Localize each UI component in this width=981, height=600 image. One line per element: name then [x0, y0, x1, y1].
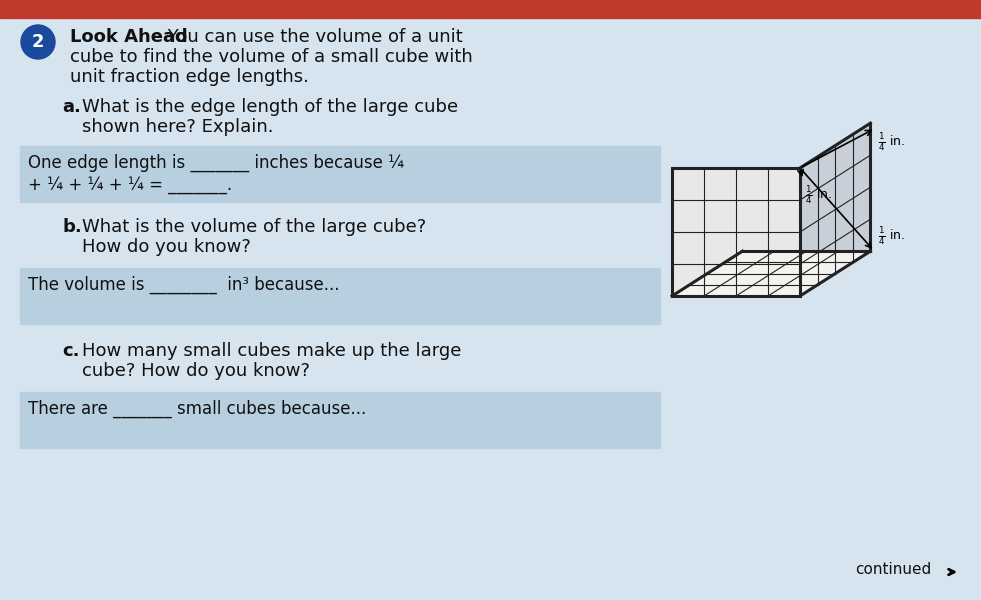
Text: b.: b. [62, 218, 81, 236]
Text: How many small cubes make up the large: How many small cubes make up the large [82, 342, 461, 360]
Text: How do you know?: How do you know? [82, 238, 251, 256]
Text: $\frac{1}{4}$ in.: $\frac{1}{4}$ in. [878, 131, 905, 153]
Text: unit fraction edge lengths.: unit fraction edge lengths. [70, 68, 309, 86]
Text: a.: a. [62, 98, 80, 116]
Text: The volume is ________  in³ because...: The volume is ________ in³ because... [28, 276, 339, 294]
Bar [20, 146, 660, 202]
Bar [20, 268, 660, 324]
Text: There are _______ small cubes because...: There are _______ small cubes because... [28, 400, 366, 418]
Text: One edge length is _______ inches because ¼: One edge length is _______ inches becaus… [28, 154, 404, 172]
Bar [20, 392, 660, 448]
Polygon shape [672, 251, 870, 296]
Text: c.: c. [62, 342, 79, 360]
Text: You can use the volume of a unit: You can use the volume of a unit [162, 28, 463, 46]
Text: What is the edge length of the large cube: What is the edge length of the large cub… [82, 98, 458, 116]
Text: cube? How do you know?: cube? How do you know? [82, 362, 310, 380]
Text: continued: continued [855, 562, 931, 577]
Text: + ¼ + ¼ + ¼ = _______.: + ¼ + ¼ + ¼ = _______. [28, 176, 248, 194]
Bar [0, 0, 981, 18]
Polygon shape [800, 123, 870, 296]
Circle shape [21, 25, 55, 59]
Text: shown here? Explain.: shown here? Explain. [82, 118, 274, 136]
Text: $\frac{1}{4}$ in.: $\frac{1}{4}$ in. [878, 225, 905, 247]
Text: cube to find the volume of a small cube with: cube to find the volume of a small cube … [70, 48, 473, 66]
Polygon shape [672, 168, 800, 296]
Text: Look Ahead: Look Ahead [70, 28, 187, 46]
Text: What is the volume of the large cube?: What is the volume of the large cube? [82, 218, 427, 236]
Text: $\frac{1}{4}$ in.: $\frac{1}{4}$ in. [805, 184, 832, 206]
Text: 2: 2 [31, 33, 44, 51]
